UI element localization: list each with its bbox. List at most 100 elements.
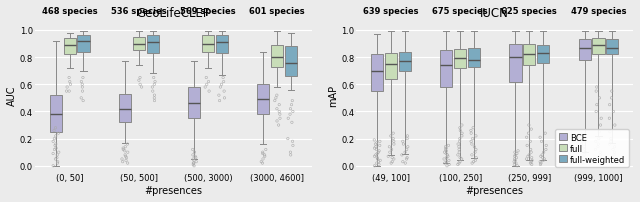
Point [594,159,604,162]
Point [388,158,399,161]
Point [441,152,451,155]
Point [275,117,285,120]
Point [593,143,604,146]
Point [274,110,284,114]
Point [51,135,61,138]
Point [526,128,536,131]
Title: GeoLifeCLEF: GeoLifeCLEF [136,7,210,20]
X-axis label: #presences: #presences [145,185,202,195]
Point [527,163,537,166]
Point [61,90,72,93]
PathPatch shape [257,85,269,115]
Point [51,147,61,150]
Point [117,158,127,161]
Point [522,136,532,139]
Point [285,151,296,154]
Point [285,154,296,157]
Point [444,163,454,166]
Point [454,145,464,149]
Point [50,144,60,147]
Point [372,158,383,161]
Point [285,113,295,116]
Point [385,151,395,154]
Point [150,81,160,84]
Point [201,77,211,80]
Point [591,140,601,143]
Point [53,132,63,135]
Point [371,143,381,146]
Text: 468 species: 468 species [42,7,97,16]
Point [288,110,298,114]
Point [471,148,481,151]
Point [120,149,130,153]
Point [510,151,520,154]
Point [375,159,385,162]
Point [440,151,450,154]
Legend: BCE, full, full-weighted: BCE, full, full-weighted [556,129,629,167]
PathPatch shape [371,55,383,92]
Point [471,135,481,138]
PathPatch shape [188,88,200,119]
Point [387,160,397,163]
Point [78,99,88,103]
Point [122,143,132,146]
Point [218,81,228,84]
Point [371,154,381,157]
Point [256,160,266,163]
Point [275,113,285,116]
Point [51,126,61,130]
Point [369,147,380,150]
Point [200,86,211,89]
Point [581,159,591,162]
Point [64,90,74,93]
PathPatch shape [285,47,297,77]
Point [512,152,522,155]
Point [287,121,297,124]
Point [595,97,605,100]
Point [218,77,228,80]
Point [121,159,131,162]
Point [455,156,465,159]
Point [372,152,382,155]
PathPatch shape [216,36,228,54]
PathPatch shape [593,39,605,55]
Point [538,156,548,159]
Point [467,162,477,165]
Point [214,99,225,103]
Point [577,140,588,143]
Point [148,90,158,93]
Point [442,154,452,157]
PathPatch shape [50,96,62,132]
Point [581,137,591,141]
Point [77,90,88,93]
Point [52,160,63,163]
Point [441,149,451,153]
Point [49,137,60,141]
Point [188,154,198,157]
Point [580,148,590,151]
Point [540,158,550,161]
Point [577,162,588,165]
Point [260,148,271,151]
Point [468,126,478,130]
Point [401,158,412,161]
Point [525,162,536,165]
Point [595,124,605,127]
Point [536,155,546,158]
Point [204,81,214,84]
PathPatch shape [147,36,159,54]
Point [149,99,159,103]
Point [189,151,200,154]
Point [219,90,229,93]
Point [453,143,463,146]
Point [442,156,452,159]
Point [288,144,298,147]
PathPatch shape [63,39,76,55]
Point [147,86,157,89]
Point [466,132,476,135]
Point [272,120,282,123]
Y-axis label: mAP: mAP [328,85,339,107]
Point [135,83,145,86]
Point [118,147,128,150]
Point [54,151,64,154]
